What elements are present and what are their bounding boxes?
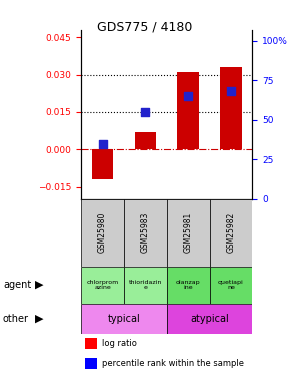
Text: log ratio: log ratio — [102, 339, 137, 348]
Bar — [85, 338, 97, 349]
Text: thioridazin
e: thioridazin e — [129, 280, 162, 291]
Bar — [135, 132, 156, 149]
Bar — [81, 199, 124, 267]
Text: percentile rank within the sample: percentile rank within the sample — [102, 359, 244, 368]
Text: GSM25983: GSM25983 — [141, 212, 150, 254]
Bar — [210, 199, 252, 267]
Bar — [220, 67, 242, 149]
Text: ▶: ▶ — [35, 280, 44, 290]
Text: GSM25980: GSM25980 — [98, 212, 107, 254]
Bar — [210, 267, 252, 304]
Point — [100, 141, 105, 147]
Text: quetiapi
ne: quetiapi ne — [218, 280, 244, 291]
Bar — [124, 199, 167, 267]
Bar — [81, 304, 167, 334]
Bar — [81, 267, 124, 304]
Text: GSM25982: GSM25982 — [226, 212, 235, 254]
Text: GSM25981: GSM25981 — [184, 212, 193, 254]
Text: agent: agent — [3, 280, 31, 290]
Text: typical: typical — [108, 314, 140, 324]
Bar — [167, 267, 209, 304]
Text: olanzap
ine: olanzap ine — [176, 280, 200, 291]
Text: chlorprom
azine: chlorprom azine — [86, 280, 119, 291]
Bar — [167, 304, 252, 334]
Bar — [167, 199, 209, 267]
Bar — [124, 267, 167, 304]
Text: other: other — [3, 314, 29, 324]
Text: GDS775 / 4180: GDS775 / 4180 — [97, 21, 193, 34]
Text: atypical: atypical — [190, 314, 229, 324]
Point — [229, 88, 233, 94]
Bar — [177, 72, 199, 149]
Point — [143, 109, 148, 115]
Bar — [85, 358, 97, 369]
Text: ▶: ▶ — [35, 314, 44, 324]
Point — [186, 93, 191, 99]
Bar — [92, 149, 113, 179]
